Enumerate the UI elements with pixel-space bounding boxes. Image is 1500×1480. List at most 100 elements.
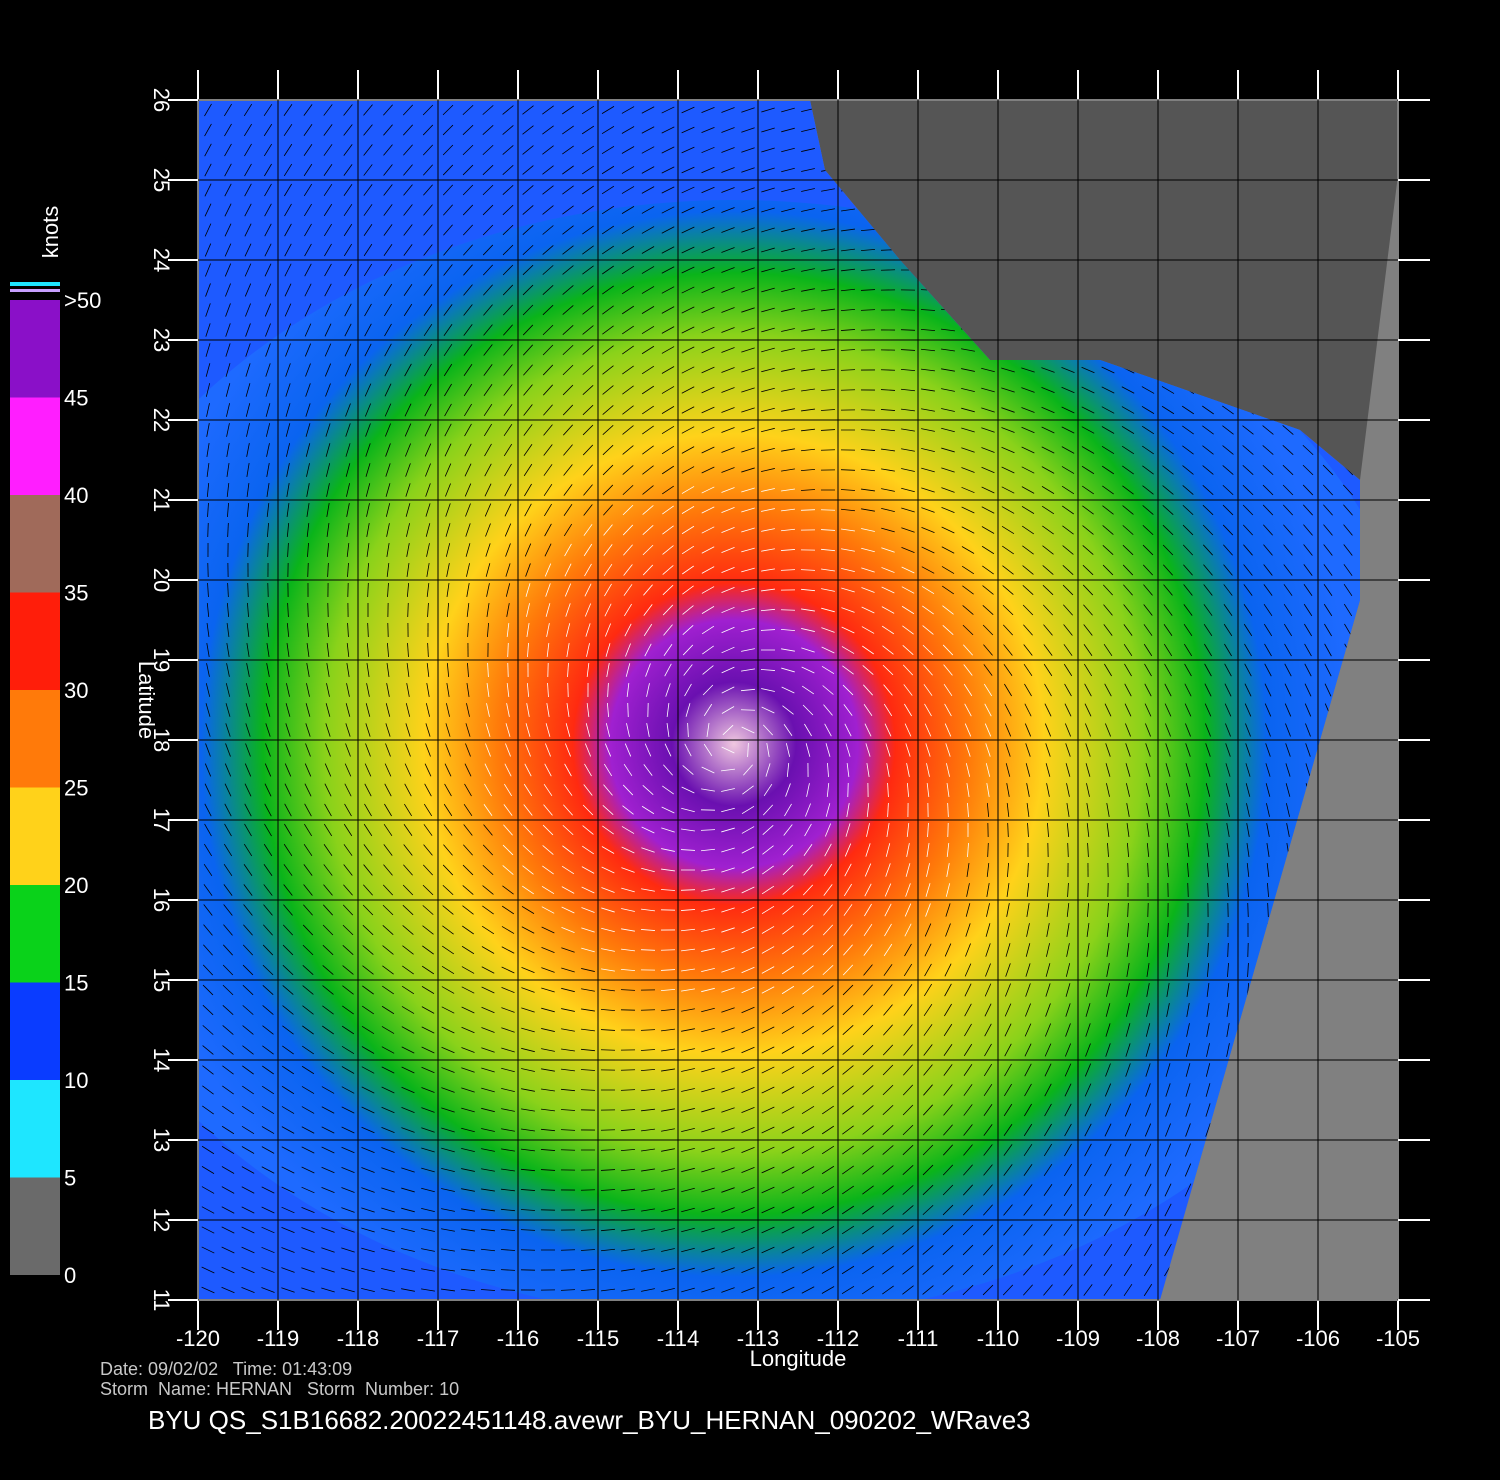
wind-barb: [301, 1086, 315, 1094]
wind-barb: [1084, 703, 1092, 717]
wind-barb: [702, 684, 714, 696]
wind-barb: [481, 1087, 495, 1093]
wind-barb: [701, 1107, 715, 1113]
wind-barb: [421, 1026, 435, 1034]
wind-barb: [446, 683, 450, 697]
wind-barb: [465, 723, 471, 737]
wind-barb: [403, 303, 413, 317]
wind-barb: [1041, 406, 1055, 414]
wind-barb: [403, 824, 413, 836]
wind-barb: [682, 585, 694, 595]
wind-barb: [941, 506, 955, 514]
wind-barb: [342, 904, 354, 916]
wind-barb: [363, 884, 373, 896]
wind-barb: [581, 1008, 595, 1012]
wind-barb: [1245, 783, 1251, 797]
wind-barb: [483, 804, 493, 816]
wind-barb: [1184, 1163, 1192, 1177]
wind-barb: [641, 1268, 655, 1272]
wind-barb: [800, 509, 816, 511]
wind-barb: [341, 1187, 355, 1193]
colorbar-tick-label: 30: [64, 678, 88, 703]
wind-barb: [1103, 624, 1113, 636]
wind-barb: [445, 483, 451, 497]
wind-barb: [526, 603, 530, 617]
wind-barb: [446, 662, 450, 678]
x-tick-label: -111: [898, 1326, 939, 1351]
wind-barb: [1125, 783, 1131, 797]
wind-barb: [1142, 465, 1154, 475]
wind-barb: [1081, 426, 1095, 434]
wind-barb: [661, 206, 675, 214]
file-name: BYU QS_S1B16682.20022451148.avewr_BYU_HE…: [148, 1405, 1031, 1435]
wind-barb: [402, 104, 414, 116]
wind-barb: [364, 403, 372, 417]
wind-barb: [803, 864, 813, 876]
wind-barb: [863, 964, 873, 976]
wind-barb: [1104, 1083, 1112, 1097]
wind-barb: [621, 186, 635, 194]
wind-barb: [604, 743, 612, 757]
date-line: Date: 09/02/02 Time: 01:43:09: [100, 1359, 352, 1379]
wind-barb: [1124, 1163, 1132, 1177]
wind-barb: [1185, 1123, 1191, 1137]
wind-barb: [562, 824, 574, 836]
wind-barb: [1161, 405, 1175, 415]
wind-barb: [821, 228, 835, 232]
wind-barb: [1003, 1083, 1013, 1097]
wind-barb: [261, 1085, 275, 1095]
wind-barb: [904, 903, 912, 917]
wind-barb: [467, 662, 469, 678]
wind-barb: [887, 782, 889, 798]
wind-barb: [522, 844, 534, 856]
wind-barb: [601, 245, 615, 255]
wind-barb: [661, 445, 675, 455]
wind-barb: [906, 763, 910, 777]
wind-barb: [501, 1088, 515, 1092]
wind-barb: [921, 507, 935, 513]
wind-barb: [700, 829, 716, 831]
wind-barb: [543, 483, 553, 497]
wind-barb: [423, 803, 433, 817]
wind-barb: [305, 363, 311, 377]
wind-barb: [441, 1208, 455, 1212]
wind-barb: [383, 823, 393, 837]
wind-barb: [602, 265, 614, 275]
wind-barb: [721, 768, 735, 772]
wind-barb: [641, 908, 655, 912]
wind-barb: [521, 946, 535, 954]
wind-barb: [784, 803, 792, 817]
wind-barb: [961, 467, 975, 473]
wind-barb: [741, 986, 755, 994]
wind-barb: [325, 443, 331, 457]
wind-barb: [680, 928, 696, 932]
wind-barb: [321, 1045, 335, 1055]
wind-barb: [365, 463, 371, 477]
wind-barb: [881, 488, 895, 492]
wind-barb: [1043, 1284, 1053, 1296]
wind-barb: [661, 306, 675, 314]
wind-barb: [542, 125, 554, 135]
wind-barb: [445, 543, 451, 557]
wind-barb: [662, 604, 674, 616]
wind-barb: [304, 303, 312, 317]
wind-barb: [801, 628, 815, 632]
wind-barb: [383, 124, 393, 136]
wind-barb: [903, 1004, 913, 1016]
wind-barb: [841, 646, 855, 654]
wind-barb: [1162, 465, 1174, 475]
wind-barb: [203, 944, 213, 956]
wind-barb: [1122, 564, 1134, 576]
wind-barb: [462, 925, 474, 935]
wind-barb: [1144, 1163, 1152, 1177]
wind-barb: [1003, 644, 1013, 656]
wind-barb: [564, 583, 572, 597]
wind-barb: [363, 144, 373, 156]
wind-barb: [1021, 506, 1035, 514]
wind-barb: [526, 682, 530, 698]
wind-barb: [204, 123, 212, 137]
wind-barb: [325, 383, 331, 397]
wind-barb: [383, 283, 393, 297]
wind-barb: [1207, 882, 1209, 898]
wind-barb: [762, 724, 774, 736]
